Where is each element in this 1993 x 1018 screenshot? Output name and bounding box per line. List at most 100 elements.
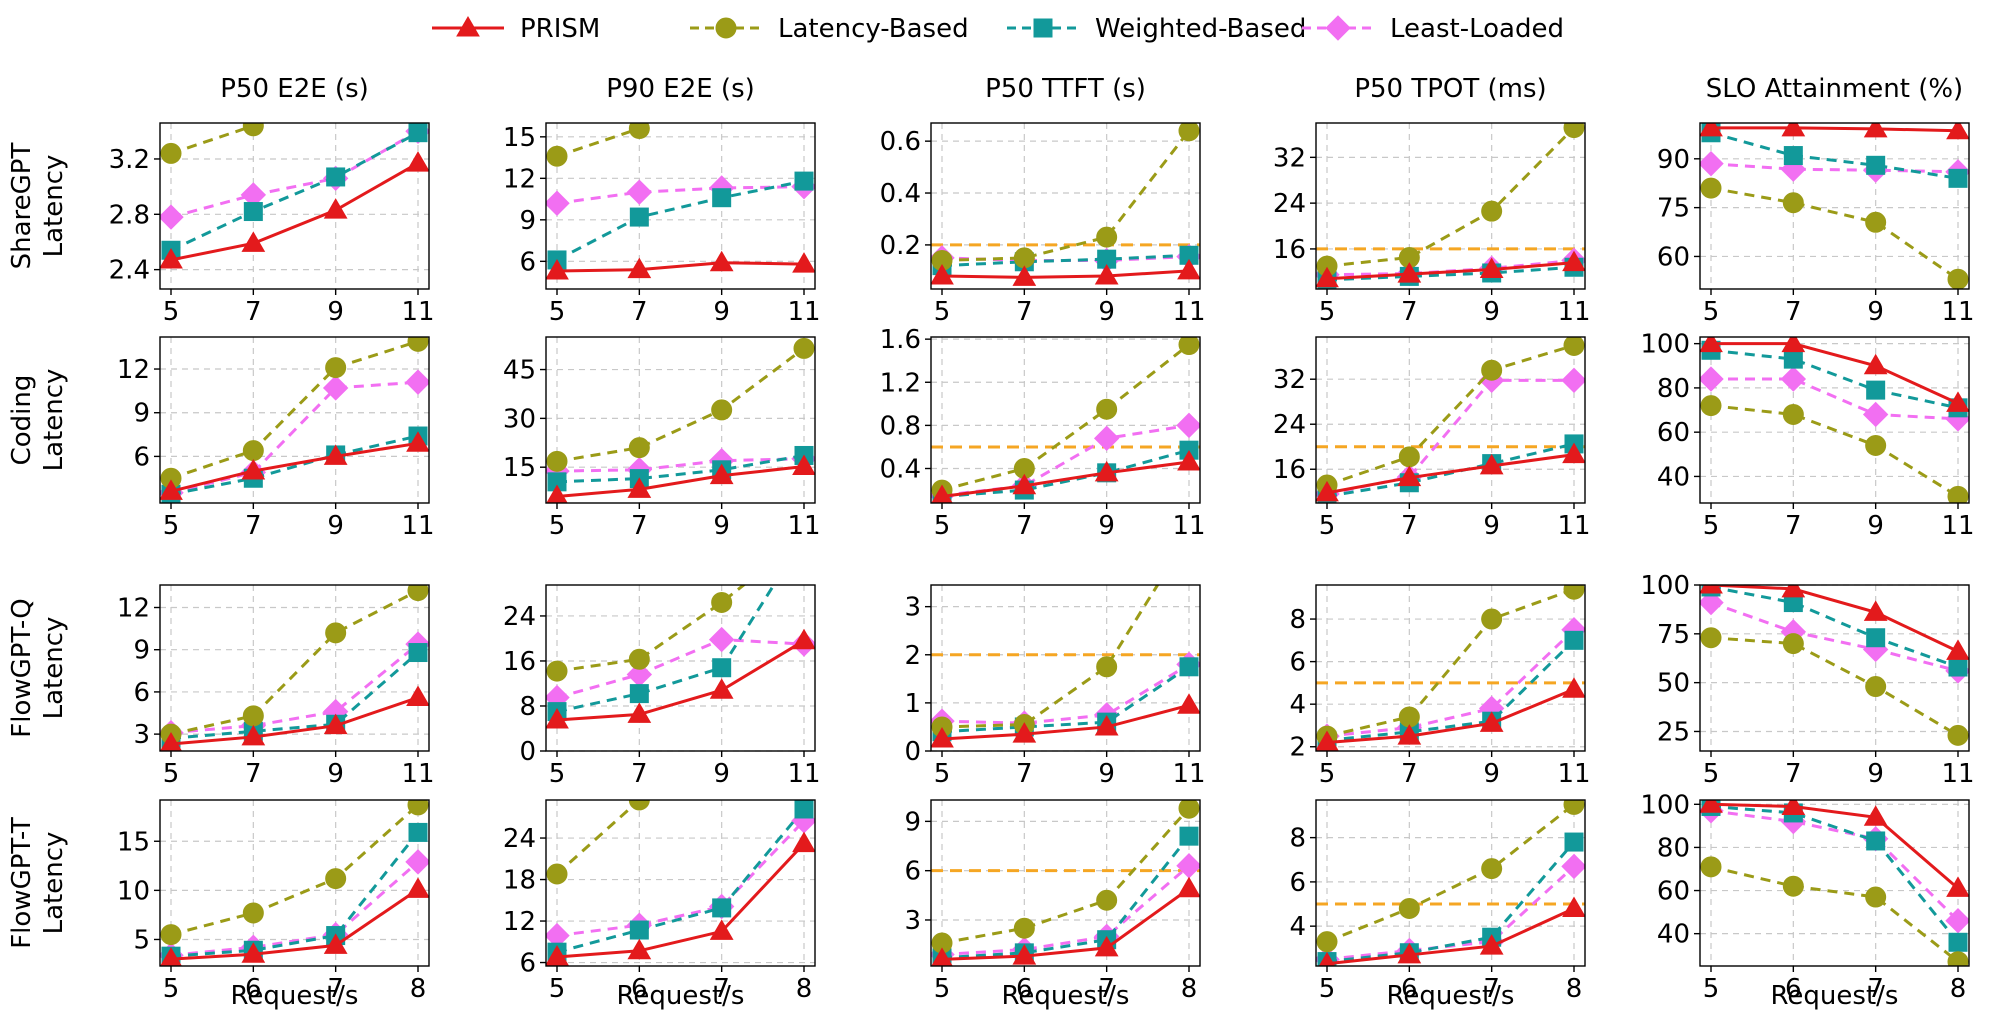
column-title-0: P50 E2E (s) [220,74,369,104]
x-tick-label-0: 5 [934,759,951,789]
series-latency-based-point [1865,211,1887,233]
series-latency-based-point [546,145,568,167]
y-tick-label-1: 30 [503,404,536,434]
series-prism-point [1479,934,1504,955]
x-tick-label-3: 8 [796,974,813,1004]
series-prism-point [1781,800,1806,815]
series-prism-point [241,942,266,963]
series-weighted-based-line [1326,442,1575,498]
plot-area [546,800,815,966]
series-weighted-based-point [712,188,732,208]
series-latency-based-line [1710,404,1959,498]
series-latency-based-point [1865,434,1887,456]
x-tick-label-3: 8 [1181,974,1198,1004]
series-prism-point [241,231,266,252]
series-prism-point [546,484,568,503]
series-prism-point [406,685,429,707]
series-latency-based-line [170,589,419,736]
x-tick-label-2: 9 [327,511,344,541]
series-least-loaded-line [1710,162,1959,174]
series-latency-based-point [1947,268,1969,289]
series-prism-point [1177,876,1200,898]
x-axis-label-4: Request/s [1771,981,1899,1011]
row-label-title-2: FlowGPT-Q [7,598,37,737]
plot-area [1316,585,1585,751]
series-prism-point [1316,266,1339,288]
row-label-sub-0: Latency [39,155,69,258]
series-least-loaded-point [1176,412,1200,439]
panel-frame [1315,584,1586,752]
series-latency-based-point [1096,398,1118,420]
series-latency-based-point [1700,177,1722,199]
series-prism-line [556,639,805,722]
series-prism-point [1700,337,1723,353]
series-prism-point [627,257,652,279]
series-prism-point [406,431,429,452]
series-weighted-based-point [1179,657,1199,677]
series-least-loaded-point [1700,366,1724,392]
x-tick-label-1: 7 [1785,511,1802,541]
series-weighted-based-line [170,651,419,740]
series-weighted-based-point [1783,146,1803,166]
x-tick-label-3: 8 [1566,974,1583,1004]
series-prism-point [792,252,815,273]
series-weighted-based-point [1866,155,1886,175]
column-title-1: P90 E2E (s) [606,74,755,104]
series-least-loaded-line [170,860,419,957]
series-prism-point [160,479,183,500]
series-least-loaded-point [1093,425,1120,452]
y-tick-label-2: 0.6 [880,127,921,157]
y-tick-label-1: 0.8 [880,411,921,441]
x-tick-label-1: 6 [1401,974,1418,1004]
series-least-loaded-line [1710,809,1960,922]
series-weighted-based-line [1326,639,1576,742]
series-prism-point [792,831,815,853]
y-tick-label-2: 32 [1273,143,1306,173]
panel-r3-c4: 40 60 80 100 5 6 7 8 [1640,790,1970,1004]
panel-r2-c3: 2 4 6 8 5 7 9 11 [1289,584,1591,789]
y-tick-label-3: 8 [1289,605,1306,635]
x-tick-label-1: 7 [1016,297,1033,327]
x-tick-label-3: 11 [1941,511,1974,541]
series-prism-line [1326,687,1575,744]
series-least-loaded-point [405,369,429,395]
series-prism-point [931,947,953,966]
series-prism-line [170,161,419,262]
column-title-2: P50 TTFT (s) [985,74,1146,104]
x-tick-label-0: 5 [1703,297,1720,327]
y-tick-label-1: 2.8 [109,200,150,230]
series-weighted-based-line [1710,348,1959,410]
plot-area [1316,337,1585,503]
x-tick-label-3: 11 [1941,297,1974,327]
series-prism-line [170,696,419,746]
x-tick-label-3: 11 [1172,759,1205,789]
series-weighted-based-point [1866,628,1886,648]
series-least-loaded-point [1700,589,1724,616]
series-least-loaded-point [708,626,735,653]
series-weighted-based-line [941,665,1190,734]
y-tick-label-0: 6 [133,442,150,472]
series-latency-based-point [1481,359,1503,381]
series-prism-point [1781,337,1806,353]
series-latency-based-point [325,357,347,379]
panel-r3-c3: 4 6 8 5 6 7 8 [1289,799,1586,1004]
y-tick-label-2: 80 [1657,374,1690,404]
series-latency-based-line [1710,865,1959,963]
panel-r3-c0: 5 10 15 5 6 7 8 [117,799,430,1004]
x-tick-label-0: 5 [1703,759,1720,789]
series-latency-based-point [1398,706,1420,728]
y-tick-label-1: 24 [1273,189,1306,219]
y-tick-label-0: 3 [133,720,150,750]
y-tick-label-0: 3 [904,906,921,936]
series-latency-based-point [628,123,650,140]
plot-area [160,585,429,751]
x-tick-label-0: 5 [549,297,566,327]
series-prism-line [1326,261,1575,281]
panel-frame [545,336,816,504]
panel-frame [159,584,430,752]
panel-frame [1315,799,1586,967]
series-latency-based-point [546,863,568,885]
legend-marker-0 [456,16,480,37]
panel-frame [159,122,430,290]
x-tick-label-1: 6 [631,974,648,1004]
